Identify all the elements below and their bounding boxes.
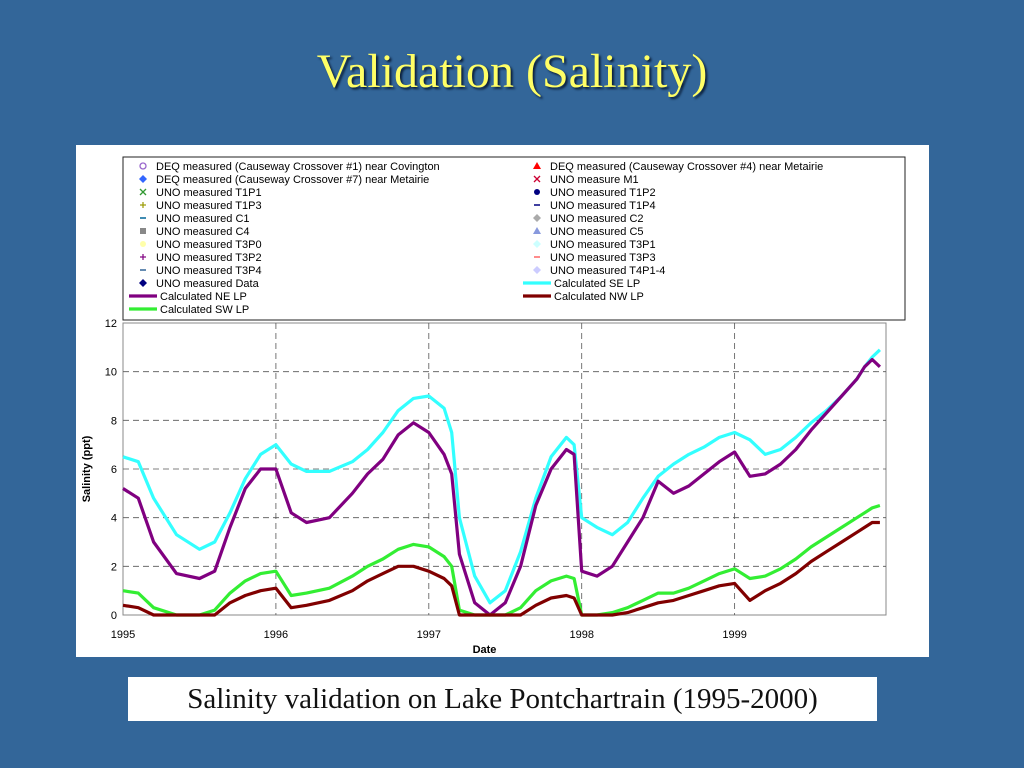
legend-marker [534,189,540,195]
legend-marker [139,162,147,170]
legend-item: UNO measured C5 [533,226,644,238]
legend-box [122,156,906,321]
legend-label: DEQ measured (Causeway Crossover #7) nea… [156,174,429,186]
legend-label: UNO measured C2 [550,213,644,225]
legend-label: Calculated SE LP [554,278,640,290]
legend-marker [533,175,541,183]
legend-item: UNO measured T3P2 [140,252,262,264]
legend-label: UNO measured T1P1 [156,187,262,199]
y-tick-label: 8 [111,415,117,427]
y-axis-label: Salinity (ppt) [81,435,93,502]
legend-item: UNO measured T1P4 [534,200,656,212]
legend-item: UNO measured T1P1 [139,187,262,199]
legend-item: UNO measured T3P3 [534,252,656,264]
legend-label: Calculated SW LP [160,304,249,316]
legend-label: UNO measured T3P1 [550,239,656,251]
legend-label: UNO measured T3P0 [156,239,262,251]
legend-label: Calculated NW LP [554,291,644,303]
legend-label: UNO measured T3P3 [550,252,656,264]
legend-item: Calculated NE LP [129,291,247,303]
legend-marker [140,241,146,247]
legend-label: DEQ measured (Causeway Crossover #4) nea… [550,161,823,173]
slide-caption: Salinity validation on Lake Pontchartrai… [128,677,877,721]
legend-marker [533,266,541,274]
legend-marker [140,228,146,234]
series-line-calculated-sw-lp [122,503,881,617]
legend-marker [139,175,147,183]
legend-label: UNO measure M1 [550,174,639,186]
legend-label: UNO measured T1P4 [550,200,656,212]
legend-marker [533,162,541,169]
legend-label: UNO measured Data [156,278,260,290]
x-tick-label: 1999 [722,629,746,641]
legend-marker [533,214,541,222]
y-tick-label: 0 [111,610,117,622]
x-tick-label: 1995 [111,629,135,641]
legend-item: UNO measured T4P1-4 [533,265,665,277]
series-line-calculated-se-lp [122,348,882,605]
legend-item: DEQ measured (Causeway Crossover #7) nea… [139,174,429,186]
legend-item: DEQ measured (Causeway Crossover #4) nea… [533,161,823,173]
legend-item: UNO measured C4 [140,226,250,238]
series-line-calculated-ne-lp [122,357,882,617]
legend-marker [533,240,541,248]
y-tick-label: 2 [111,561,117,573]
y-tick-label: 10 [105,367,117,379]
y-tick-label: 4 [111,513,117,525]
legend-item: UNO measured T3P0 [140,239,262,251]
legend-item: UNO measured C1 [140,213,250,225]
x-tick-label: 1997 [417,629,441,641]
legend-item: UNO measured T3P4 [140,265,262,277]
slide-title: Validation (Salinity) [316,45,708,98]
legend-label: UNO measured C4 [156,226,250,238]
chart-panel: DEQ measured (Causeway Crossover #1) nea… [76,145,929,657]
x-tick-label: 1998 [569,629,593,641]
x-axis-label: Date [473,644,497,656]
salinity-chart: DEQ measured (Causeway Crossover #1) nea… [81,156,906,656]
x-tick-label: 1996 [264,629,288,641]
legend-label: UNO measured T1P2 [550,187,656,199]
legend-label: UNO measured T4P1-4 [550,265,665,277]
y-tick-label: 6 [111,464,117,476]
legend-label: DEQ measured (Causeway Crossover #1) nea… [156,161,440,173]
legend-item: UNO measured Data [139,278,260,290]
chart-legend: DEQ measured (Causeway Crossover #1) nea… [122,156,906,321]
legend-label: UNO measured T3P2 [156,252,262,264]
legend-item: Calculated SW LP [129,304,249,316]
legend-label: UNO measured T1P3 [156,200,262,212]
legend-item: UNO measure M1 [533,174,639,186]
legend-label: UNO measured C1 [156,213,250,225]
legend-item: Calculated SE LP [523,278,640,290]
legend-item: UNO measured T1P3 [140,200,262,212]
series-line-calculated-nw-lp [122,520,880,617]
legend-marker [139,279,147,287]
legend-marker [533,227,541,234]
plot-area [122,322,887,617]
legend-item: DEQ measured (Causeway Crossover #1) nea… [139,161,440,173]
legend-label: UNO measured C5 [550,226,644,238]
y-tick-label: 12 [105,318,117,330]
legend-item: UNO measured C2 [533,213,644,225]
legend-label: Calculated NE LP [160,291,247,303]
legend-marker [139,188,147,196]
legend-label: UNO measured T3P4 [156,265,262,277]
legend-item: UNO measured T1P2 [534,187,656,199]
chart-axes: 0 2 4 6 8 10 12 1995 1996 1997 1998 1999 Date Salinit… [81,318,747,656]
legend-item: UNO measured T3P1 [533,239,656,251]
legend-item: Calculated NW LP [523,291,644,303]
